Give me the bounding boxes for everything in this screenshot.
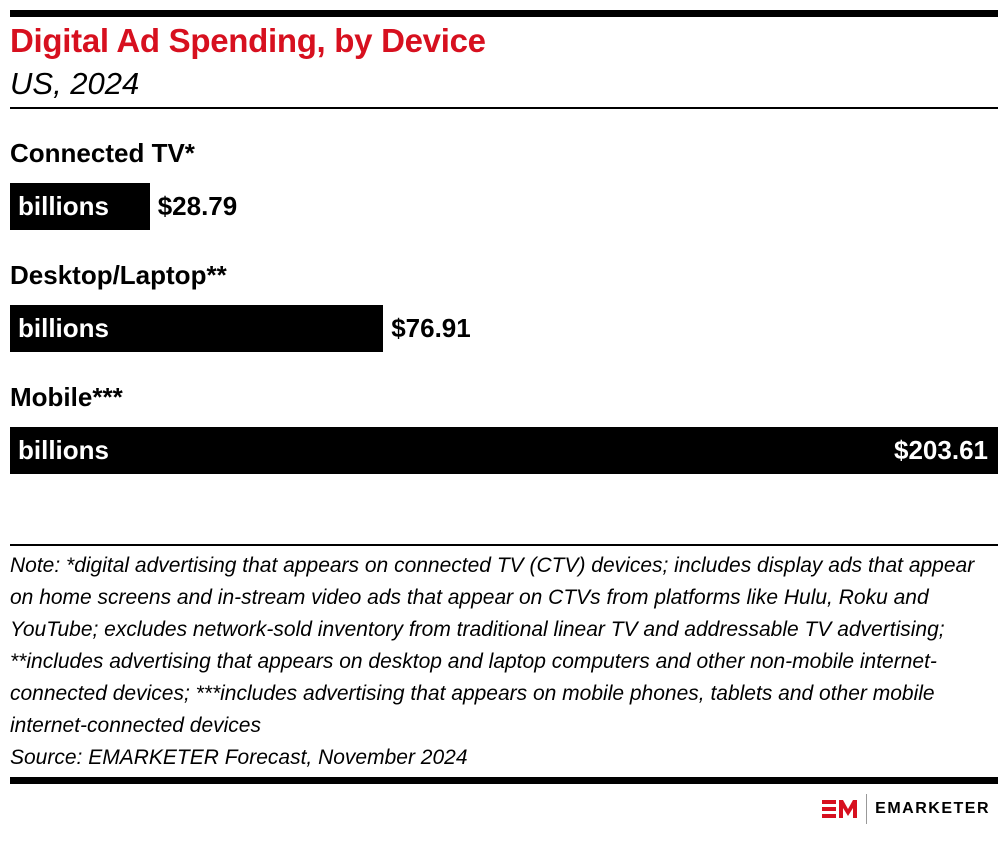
value-label: $76.91 xyxy=(391,313,471,343)
source: Source: EMARKETER Forecast, November 202… xyxy=(10,746,468,769)
logo-divider xyxy=(866,794,868,824)
unit-label: billions xyxy=(18,191,109,221)
logo: EMARKETER xyxy=(822,794,990,824)
unit-label: billions xyxy=(18,313,109,343)
bar xyxy=(10,305,384,352)
logo-mark xyxy=(822,800,858,818)
unit-label: billions xyxy=(18,435,109,465)
category-label: Mobile*** xyxy=(10,382,123,412)
value-label: $203.61 xyxy=(894,435,988,465)
logo-text: EMARKETER xyxy=(875,800,990,817)
value-label: $28.79 xyxy=(157,191,238,221)
bottom-rule xyxy=(10,777,998,784)
note: Note: *digital advertising that appears … xyxy=(10,554,975,737)
note-rule xyxy=(10,544,998,546)
top-rule xyxy=(10,10,998,17)
chart-subtitle: US, 2024 xyxy=(10,66,140,101)
category-label: Connected TV* xyxy=(10,138,195,168)
bar xyxy=(10,183,150,230)
category-label: Desktop/Laptop** xyxy=(10,260,227,290)
header-rule xyxy=(10,107,998,109)
chart-title: Digital Ad Spending, by Device xyxy=(10,22,486,59)
bar xyxy=(10,427,998,474)
